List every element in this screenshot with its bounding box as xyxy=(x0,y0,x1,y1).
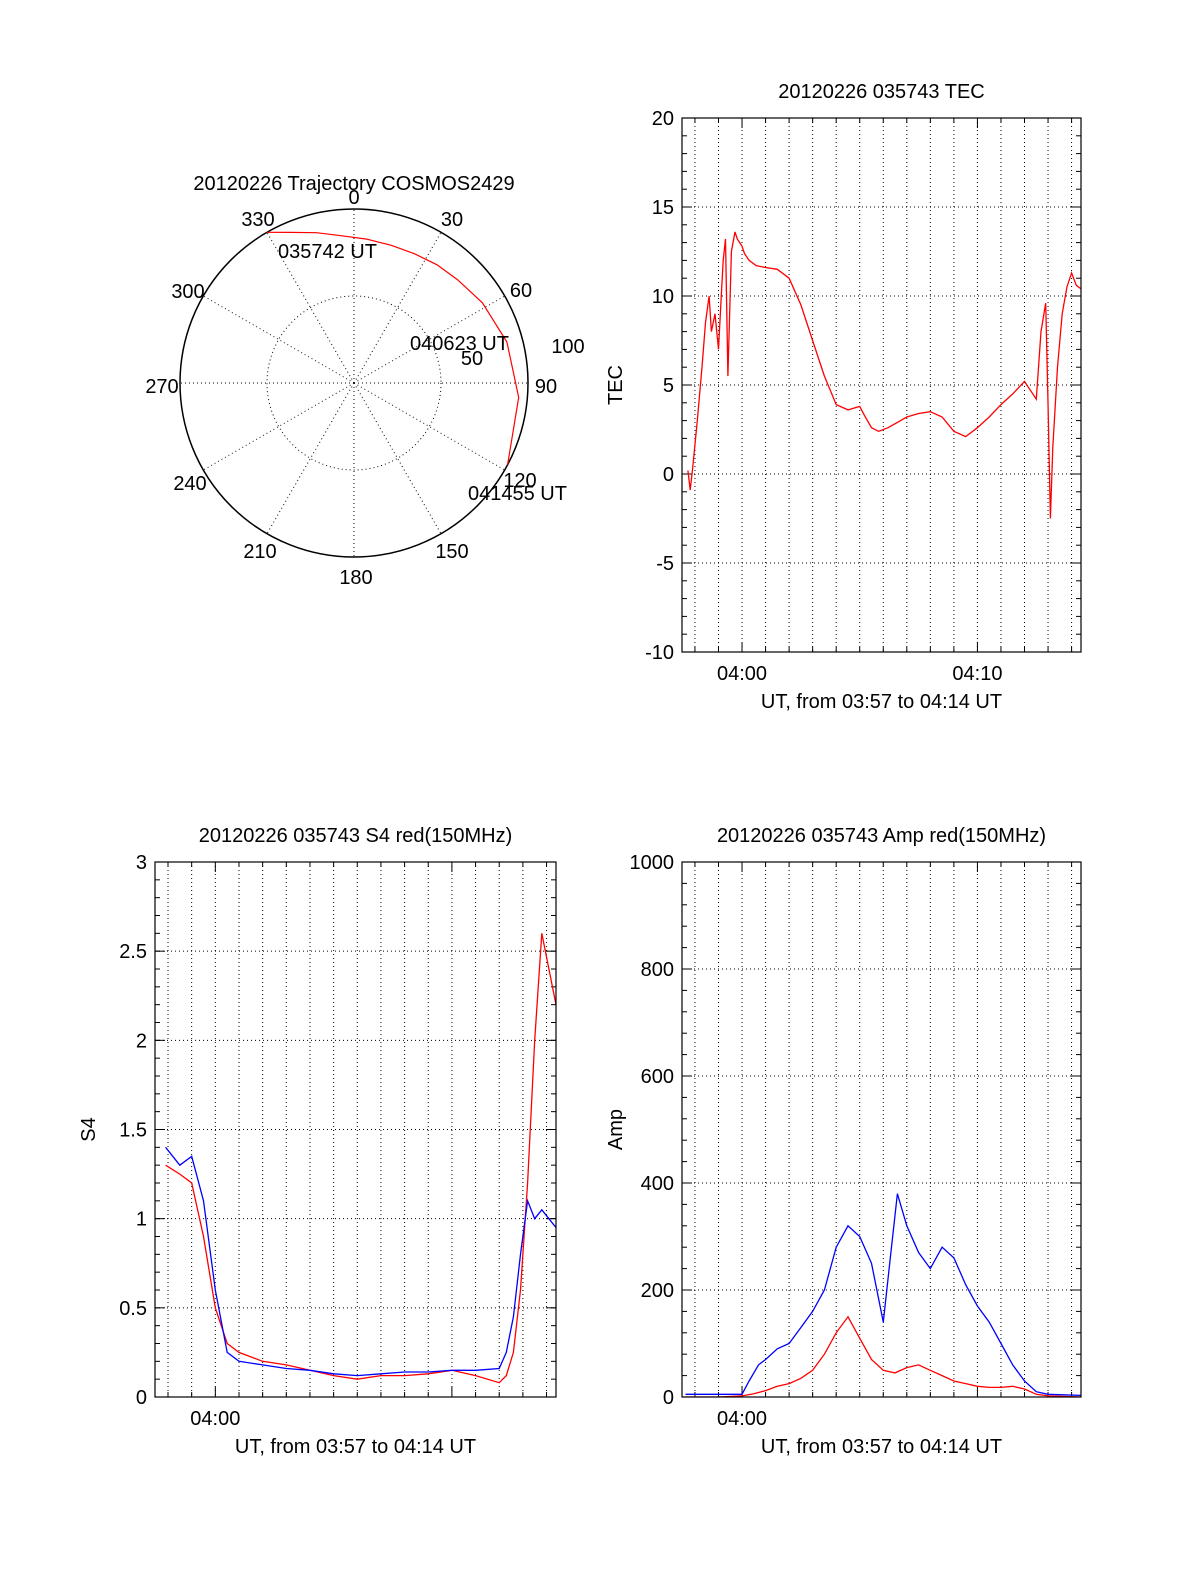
angle-tick-label: 180 xyxy=(339,567,372,589)
angle-tick-label: 330 xyxy=(241,209,274,231)
s4-plot: 3 2.5 2 1.5 1 0.5 0 04:00 20120226 035743 S4 red… xyxy=(78,825,557,1458)
angle-tick-label: 150 xyxy=(435,541,468,563)
y-axis-label: S4 xyxy=(78,1117,100,1141)
polar-gridline-spoke xyxy=(353,232,442,384)
angle-tick-label: 270 xyxy=(145,376,178,398)
polar-gridline-circle xyxy=(266,295,442,471)
x-axis-label: UT, from 03:57 to 04:14 UT xyxy=(235,1436,476,1458)
angle-tick-label: 210 xyxy=(243,541,276,563)
y-tick-label: 20 xyxy=(652,108,674,130)
y-tick-label: 1.5 xyxy=(119,1120,147,1142)
x-tick-label: 04:00 xyxy=(190,1408,240,1430)
polar-gridline-spoke xyxy=(353,295,505,384)
trajectory-title: 20120226 Trajectory COSMOS2429 xyxy=(193,173,514,195)
y-tick-label: 800 xyxy=(641,959,674,981)
x-tick-label: 04:00 xyxy=(717,1408,767,1430)
y-tick-label: 0 xyxy=(663,464,674,486)
series-line-0 xyxy=(685,1315,1081,1397)
y-axis-label: Amp xyxy=(605,1109,627,1150)
x-tick-label: 04:00 xyxy=(717,663,767,685)
angle-tick-label: 90 xyxy=(535,376,557,398)
y-tick-label: 15 xyxy=(652,197,674,219)
y-tick-label: 200 xyxy=(641,1280,674,1302)
y-tick-label: 0 xyxy=(136,1387,147,1409)
series-line-0 xyxy=(165,933,556,1384)
amp-plot: 1000 800 600 400 200 0 04:00 20120226 035743 Am… xyxy=(605,825,1082,1458)
tec-title: 20120226 035743 TEC xyxy=(778,81,984,103)
polar-gridline-spoke xyxy=(203,295,355,384)
y-tick-label: 0 xyxy=(663,1387,674,1409)
polar-gridline-spoke xyxy=(353,382,505,471)
trajectory-time-label: 041455 UT xyxy=(468,483,567,505)
trajectory-track xyxy=(266,231,520,465)
angle-tick-label: 0 xyxy=(348,187,359,209)
x-axis-label: UT, from 03:57 to 04:14 UT xyxy=(761,1436,1002,1458)
polar-gridline-spoke xyxy=(266,232,355,384)
polar-outer-ring xyxy=(179,208,529,558)
tec-plot: 20 15 10 5 0 -5 -10 04:00 04:10 20120226 035743 T… xyxy=(605,81,1082,713)
x-axis-label: UT, from 03:57 to 04:14 UT xyxy=(761,691,1002,713)
angle-tick-label: 60 xyxy=(510,280,532,302)
y-tick-label: 400 xyxy=(641,1173,674,1195)
trajectory-time-label: 035742 UT xyxy=(278,241,377,263)
y-tick-label: 600 xyxy=(641,1066,674,1088)
plot-frame xyxy=(681,117,1082,653)
radius-tick-label: 50 xyxy=(461,348,483,370)
angle-tick-label: 120 xyxy=(503,470,536,492)
s4-title: 20120226 035743 S4 red(150MHz) xyxy=(199,825,513,847)
angle-tick-label: 30 xyxy=(441,209,463,231)
y-tick-label: 2.5 xyxy=(119,941,147,963)
y-tick-label: 1000 xyxy=(630,852,675,874)
amp-title: 20120226 035743 Amp red(150MHz) xyxy=(717,825,1046,847)
series-line-1 xyxy=(685,1193,1081,1397)
y-tick-label: 0.5 xyxy=(119,1298,147,1320)
trajectory-time-label: 040623 UT xyxy=(410,333,509,355)
y-tick-label: 10 xyxy=(652,286,674,308)
y-tick-label: 5 xyxy=(663,375,674,397)
plot-frame xyxy=(154,861,557,1398)
x-tick-label: 04:10 xyxy=(952,663,1002,685)
series-line-1 xyxy=(165,1146,556,1377)
angle-tick-label: 300 xyxy=(171,281,204,303)
y-tick-label: -5 xyxy=(656,553,674,575)
radius-tick-label: 100 xyxy=(551,336,584,358)
y-axis-label: TEC xyxy=(605,365,627,405)
polar-gridline-spoke xyxy=(203,382,355,471)
polar-gridline-spoke xyxy=(266,382,355,534)
y-tick-label: 3 xyxy=(136,852,147,874)
polar-gridline-spoke xyxy=(353,382,442,534)
y-tick-label: -10 xyxy=(645,642,674,664)
y-tick-label: 2 xyxy=(136,1030,147,1052)
y-tick-label: 1 xyxy=(136,1209,147,1231)
angle-tick-label: 240 xyxy=(173,473,206,495)
series-line-0 xyxy=(687,231,1081,519)
plot-frame xyxy=(681,861,1082,1398)
